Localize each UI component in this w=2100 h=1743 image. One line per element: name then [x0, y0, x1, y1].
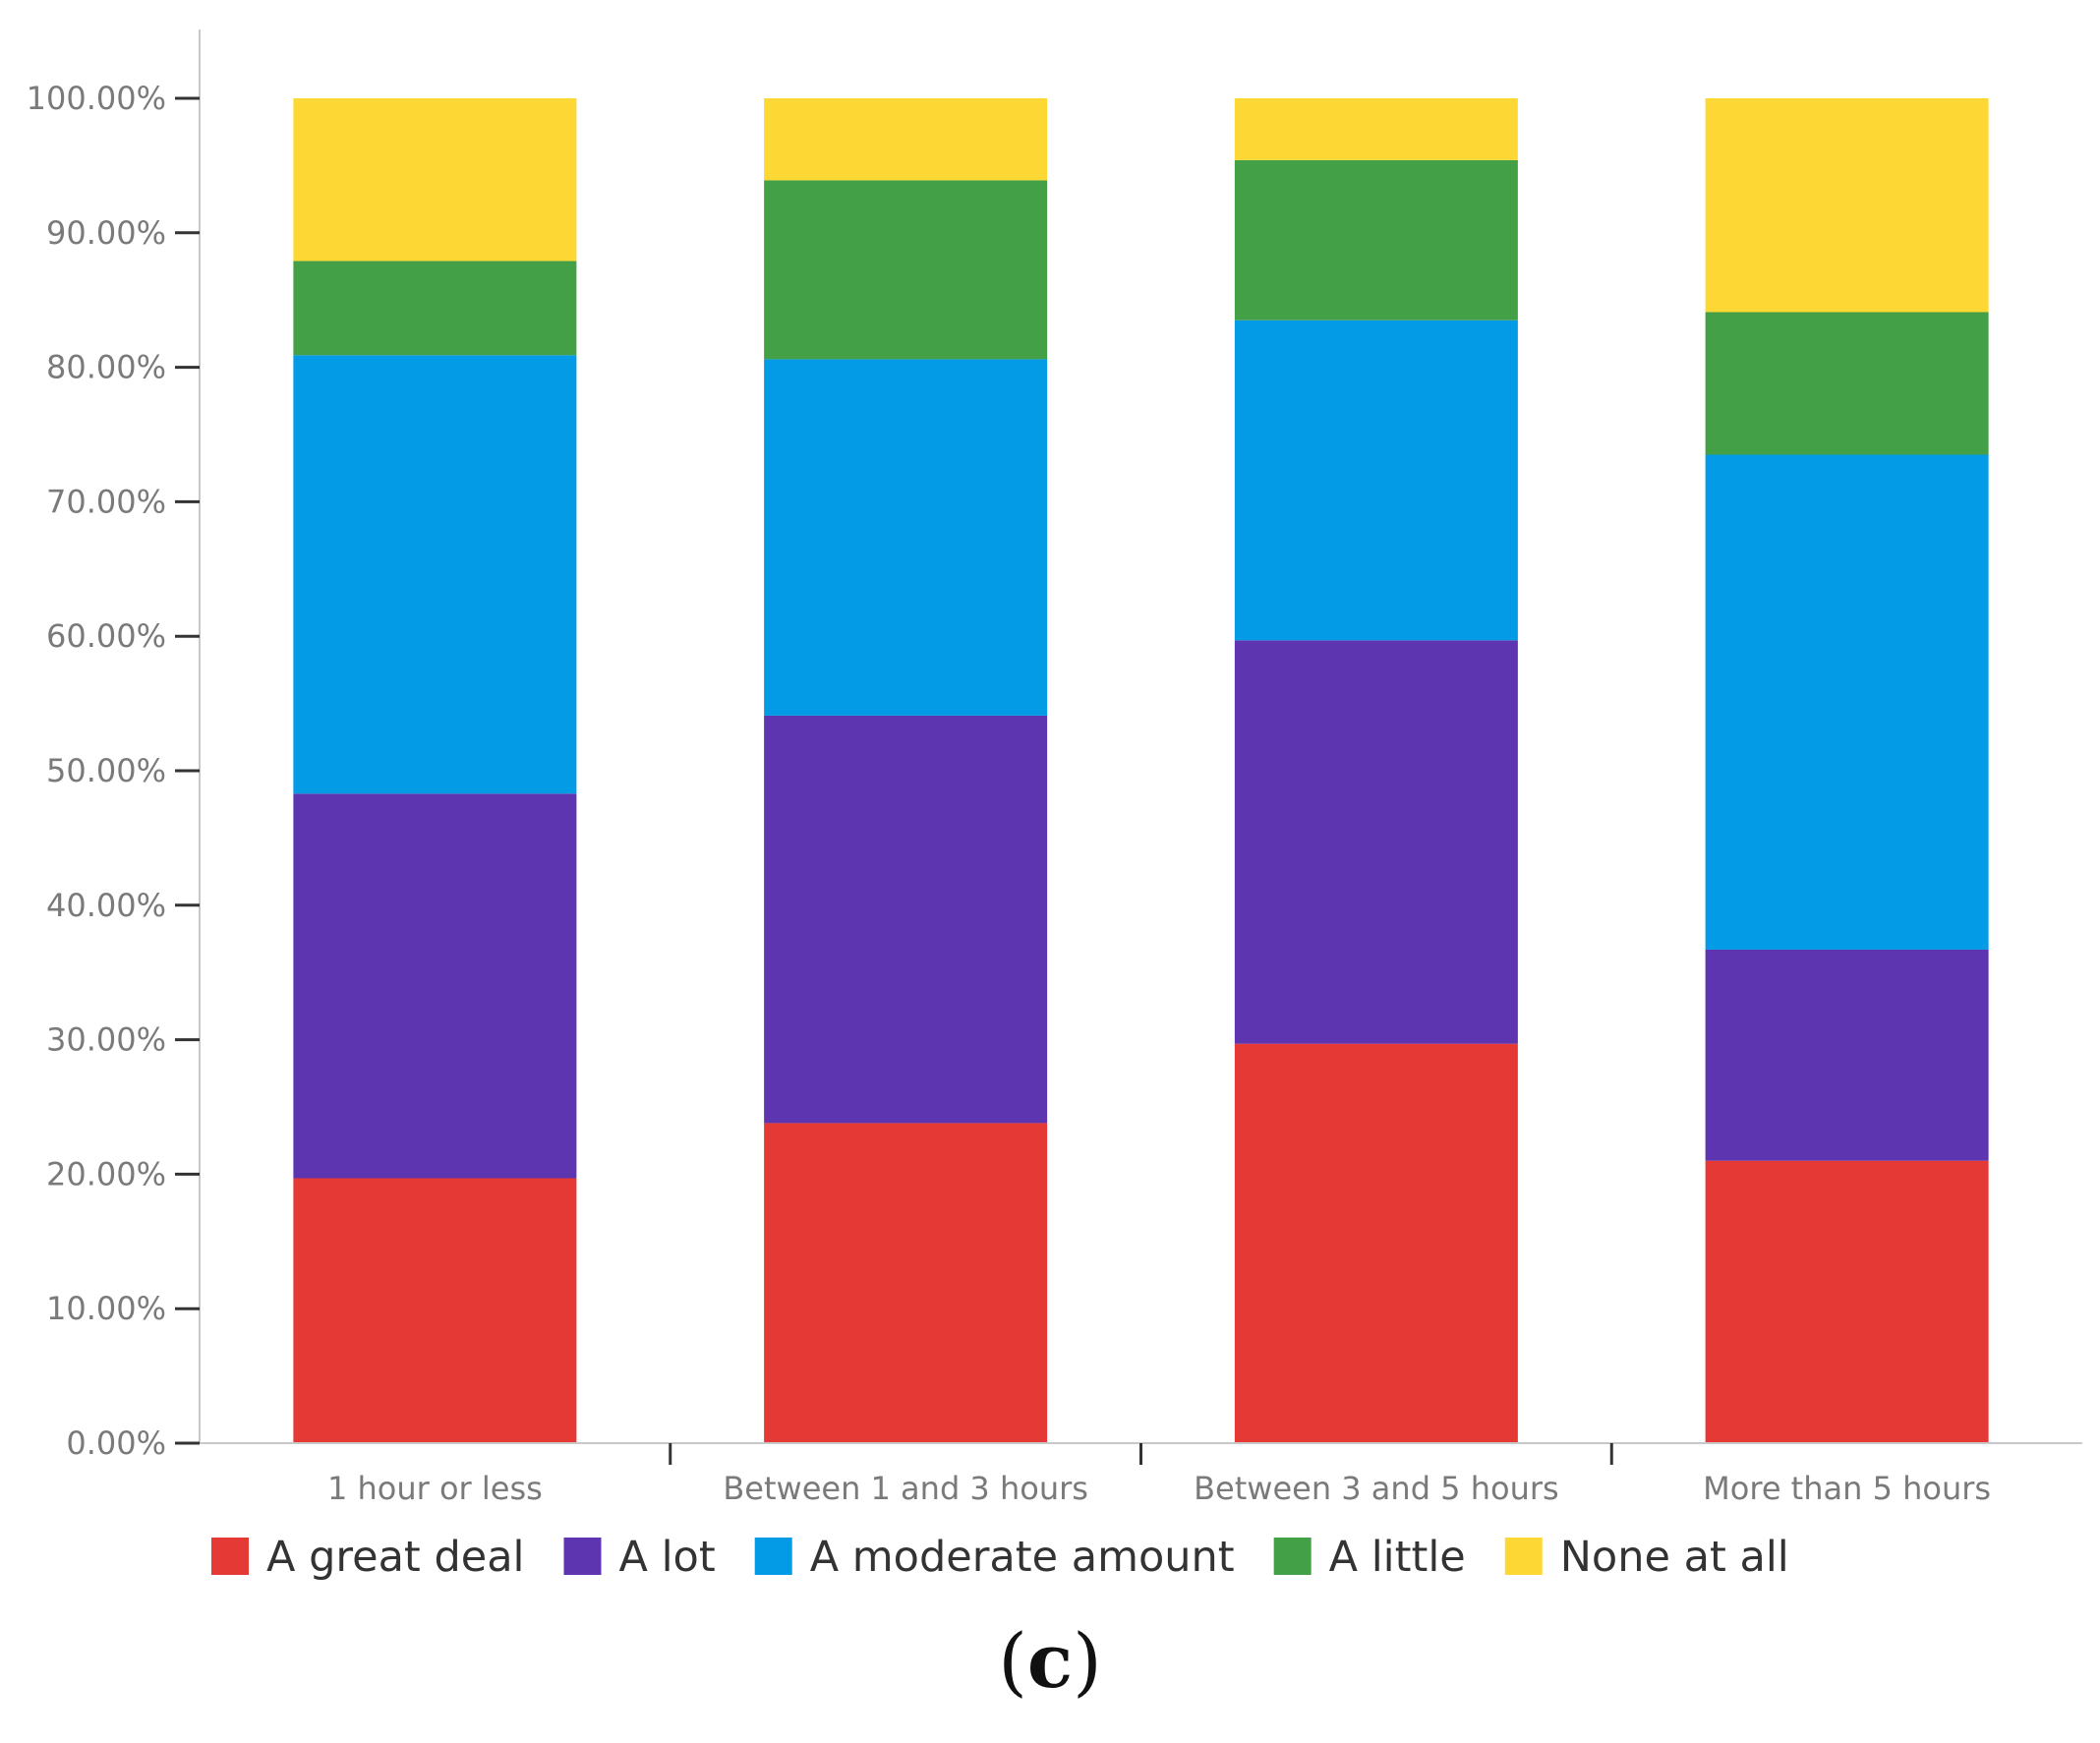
y-tick-label: 20.00% [46, 1155, 166, 1192]
stacked-bar-chart: 0.00% 10.00% 20.00% 30.00% 40.00% 50.00% 60.00… [27, 29, 2082, 1582]
bar-segment [1234, 1043, 1518, 1443]
x-tick-label: Between 1 and 3 hours [723, 1470, 1088, 1507]
bar-segment [1234, 640, 1518, 1044]
legend-label: None at all [1560, 1533, 1789, 1582]
bar-segment [1705, 312, 1989, 455]
y-tick-label: 50.00% [46, 752, 166, 789]
caption-close-paren: ) [1073, 1617, 1102, 1705]
bar-segment [1234, 159, 1518, 320]
y-tick-label: 30.00% [46, 1021, 166, 1059]
bar-segment [1234, 98, 1518, 160]
bar-segment [1705, 949, 1989, 1161]
legend-label: A moderate amount [810, 1533, 1235, 1582]
bars [293, 98, 1989, 1443]
legend: A great deal A lot A moderate amount A litt… [211, 1533, 1789, 1582]
y-tick-label: 60.00% [46, 617, 166, 655]
y-tick-label: 70.00% [46, 483, 166, 520]
legend-swatch [1273, 1538, 1312, 1575]
legend-swatch [754, 1538, 792, 1575]
bar-segment [1705, 454, 1989, 950]
legend-label: A great deal [266, 1533, 525, 1582]
y-tick-label: 0.00% [66, 1424, 166, 1462]
y-tick-label: 10.00% [46, 1290, 166, 1327]
x-tick-label: 1 hour or less [327, 1470, 543, 1507]
x-tick-label: More than 5 hours [1703, 1470, 1991, 1507]
legend-swatch [1504, 1538, 1543, 1575]
caption-letter: c [1026, 1617, 1074, 1705]
bar-segment [1705, 98, 1989, 313]
legend-swatch [211, 1538, 249, 1575]
x-tick-label: Between 3 and 5 hours [1194, 1470, 1559, 1507]
y-axis: 0.00% 10.00% 20.00% 30.00% 40.00% 50.00% 60.00… [27, 29, 201, 1462]
y-tick-label: 80.00% [46, 349, 166, 386]
figure-caption: (c) [0, 1617, 2100, 1705]
y-tick-label: 100.00% [27, 80, 166, 117]
bar-segment [764, 359, 1048, 716]
y-tick-label: 40.00% [46, 887, 166, 924]
x-axis: 1 hour or less Between 1 and 3 hours Betwe… [200, 1442, 2082, 1507]
bar-segment [764, 98, 1048, 181]
legend-label: A little [1329, 1533, 1466, 1582]
bar-segment [293, 355, 577, 794]
caption-open-paren: ( [998, 1617, 1027, 1705]
bar-segment [293, 261, 577, 356]
legend-swatch [563, 1538, 602, 1575]
bar-segment [764, 715, 1048, 1124]
bar-segment [1705, 1160, 1989, 1443]
bar-segment [764, 180, 1048, 360]
y-tick-label: 90.00% [46, 214, 166, 252]
bar-segment [293, 98, 577, 261]
bar-segment [293, 793, 577, 1179]
bar-segment [764, 1123, 1048, 1443]
legend-label: A lot [619, 1533, 716, 1582]
bar-segment [293, 1178, 577, 1443]
bar-segment [1234, 320, 1518, 641]
